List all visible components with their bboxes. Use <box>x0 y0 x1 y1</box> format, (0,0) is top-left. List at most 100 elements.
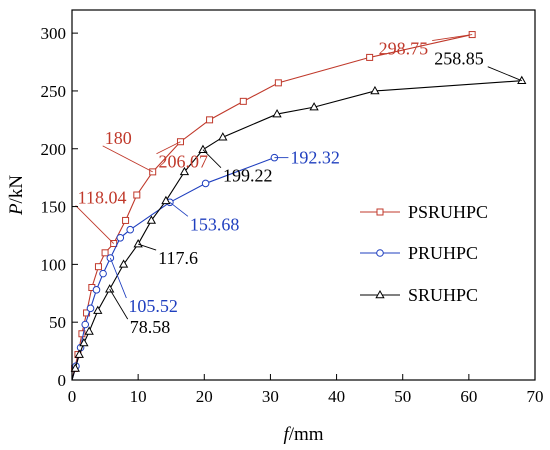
annotation-leader <box>75 205 114 244</box>
x-tick-label: 20 <box>196 387 213 406</box>
data-point <box>93 305 103 314</box>
annotation-label: 258.85 <box>434 49 484 69</box>
data-point <box>366 53 374 61</box>
y-tick-label: 250 <box>41 82 67 101</box>
annotation-label: 206.07 <box>158 152 208 172</box>
data-point <box>201 179 210 188</box>
y-tick-label: 100 <box>41 255 67 274</box>
data-point <box>86 304 95 313</box>
annotation-leader <box>102 145 153 173</box>
annotation-leader <box>432 34 473 42</box>
data-point <box>99 269 107 278</box>
y-axis-title: P/kN <box>6 175 27 216</box>
legend-marker <box>375 289 385 299</box>
data-annotation: 298.75 <box>379 34 473 59</box>
data-point <box>118 259 129 268</box>
data-point <box>78 330 86 338</box>
legend-entry: SRUHPC <box>360 285 478 305</box>
y-tick-label: 0 <box>58 371 67 390</box>
data-point <box>122 216 130 224</box>
data-annotation: 118.04 <box>75 188 127 244</box>
data-point <box>274 79 282 87</box>
annotation-leader <box>109 257 127 299</box>
annotation-label: 180 <box>105 128 132 148</box>
data-annotation: 117.6 <box>138 243 198 268</box>
y-axis-unit: /kN <box>6 175 27 204</box>
annotation-label: 117.6 <box>158 248 198 268</box>
annotation-label: 192.32 <box>290 148 340 168</box>
data-annotation: 258.85 <box>434 49 522 82</box>
x-tick-label: 0 <box>68 387 77 406</box>
data-point <box>126 225 135 234</box>
data-point <box>116 233 125 242</box>
annotation-label: 153.68 <box>190 214 240 234</box>
y-axis-var: P <box>6 203 27 216</box>
data-point <box>161 195 171 205</box>
data-point <box>218 132 228 141</box>
data-annotation: 153.68 <box>169 201 240 234</box>
data-point <box>309 102 319 111</box>
x-tick-label: 40 <box>328 387 345 406</box>
data-point <box>179 166 190 176</box>
data-point <box>146 215 157 224</box>
data-annotation: 105.52 <box>109 257 178 316</box>
legend-label: SRUHPC <box>408 285 478 305</box>
series-sruhpc <box>70 75 527 381</box>
y-tick-label: 150 <box>41 198 67 217</box>
plot-frame <box>71 9 536 381</box>
data-point <box>105 284 115 293</box>
y-tick-label: 200 <box>41 140 67 159</box>
annotation-leader <box>169 201 189 217</box>
legend-entry: PRUHPC <box>360 243 478 263</box>
data-annotation: 180 <box>102 128 153 173</box>
data-point <box>206 116 214 124</box>
y-tick-label: 300 <box>41 24 67 43</box>
x-tick-label: 50 <box>394 387 411 406</box>
data-point <box>79 337 89 347</box>
legend-marker <box>376 249 384 257</box>
legend-entry: PSRUHPC <box>360 202 488 222</box>
annotation-leader <box>487 66 522 82</box>
data-point <box>84 326 94 335</box>
annotation-leader <box>156 141 181 155</box>
x-axis-var: f <box>283 424 291 445</box>
data-point <box>81 320 90 329</box>
data-point <box>517 75 527 85</box>
annotation-leader <box>138 243 157 251</box>
annotation-label: 298.75 <box>379 39 429 59</box>
annotation-leader <box>202 149 222 168</box>
x-tick-label: 70 <box>527 387 544 406</box>
data-annotation: 192.32 <box>274 148 340 168</box>
annotation-leader <box>109 288 129 320</box>
annotation-label: 199.22 <box>223 166 273 186</box>
data-point <box>70 363 80 372</box>
tick-layer: 0 10 20 30 40 50 60 70 0 50 100 150 200 250 300 <box>41 24 544 406</box>
data-point <box>133 191 141 199</box>
x-axis-title: f/mm <box>283 424 323 445</box>
data-annotation: 206.07 <box>156 141 208 172</box>
annotation-label: 78.58 <box>130 317 171 337</box>
legend-label: PRUHPC <box>408 243 478 263</box>
x-tick-label: 30 <box>262 387 279 406</box>
x-tick-label: 60 <box>460 387 477 406</box>
data-point <box>94 263 102 271</box>
data-point <box>239 97 247 105</box>
annotation-label: 105.52 <box>128 296 178 316</box>
annotation-label: 118.04 <box>78 188 127 208</box>
x-tick-label: 10 <box>130 387 147 406</box>
data-point <box>92 286 101 294</box>
legend-marker <box>376 208 384 216</box>
data-point <box>101 249 109 257</box>
data-point <box>370 85 380 95</box>
data-point <box>272 109 282 118</box>
data-point <box>74 349 84 358</box>
data-point <box>133 239 143 248</box>
y-tick-label: 50 <box>49 313 66 332</box>
x-axis-unit: /mm <box>289 424 324 445</box>
annotation-layer: 298.75 206.07 180 118.04 192.32 153.68 105.52 2… <box>75 34 522 337</box>
legend-label: PSRUHPC <box>408 202 488 222</box>
data-point <box>198 144 208 153</box>
data-annotation: 199.22 <box>202 149 273 186</box>
data-annotation: 78.58 <box>109 288 171 337</box>
